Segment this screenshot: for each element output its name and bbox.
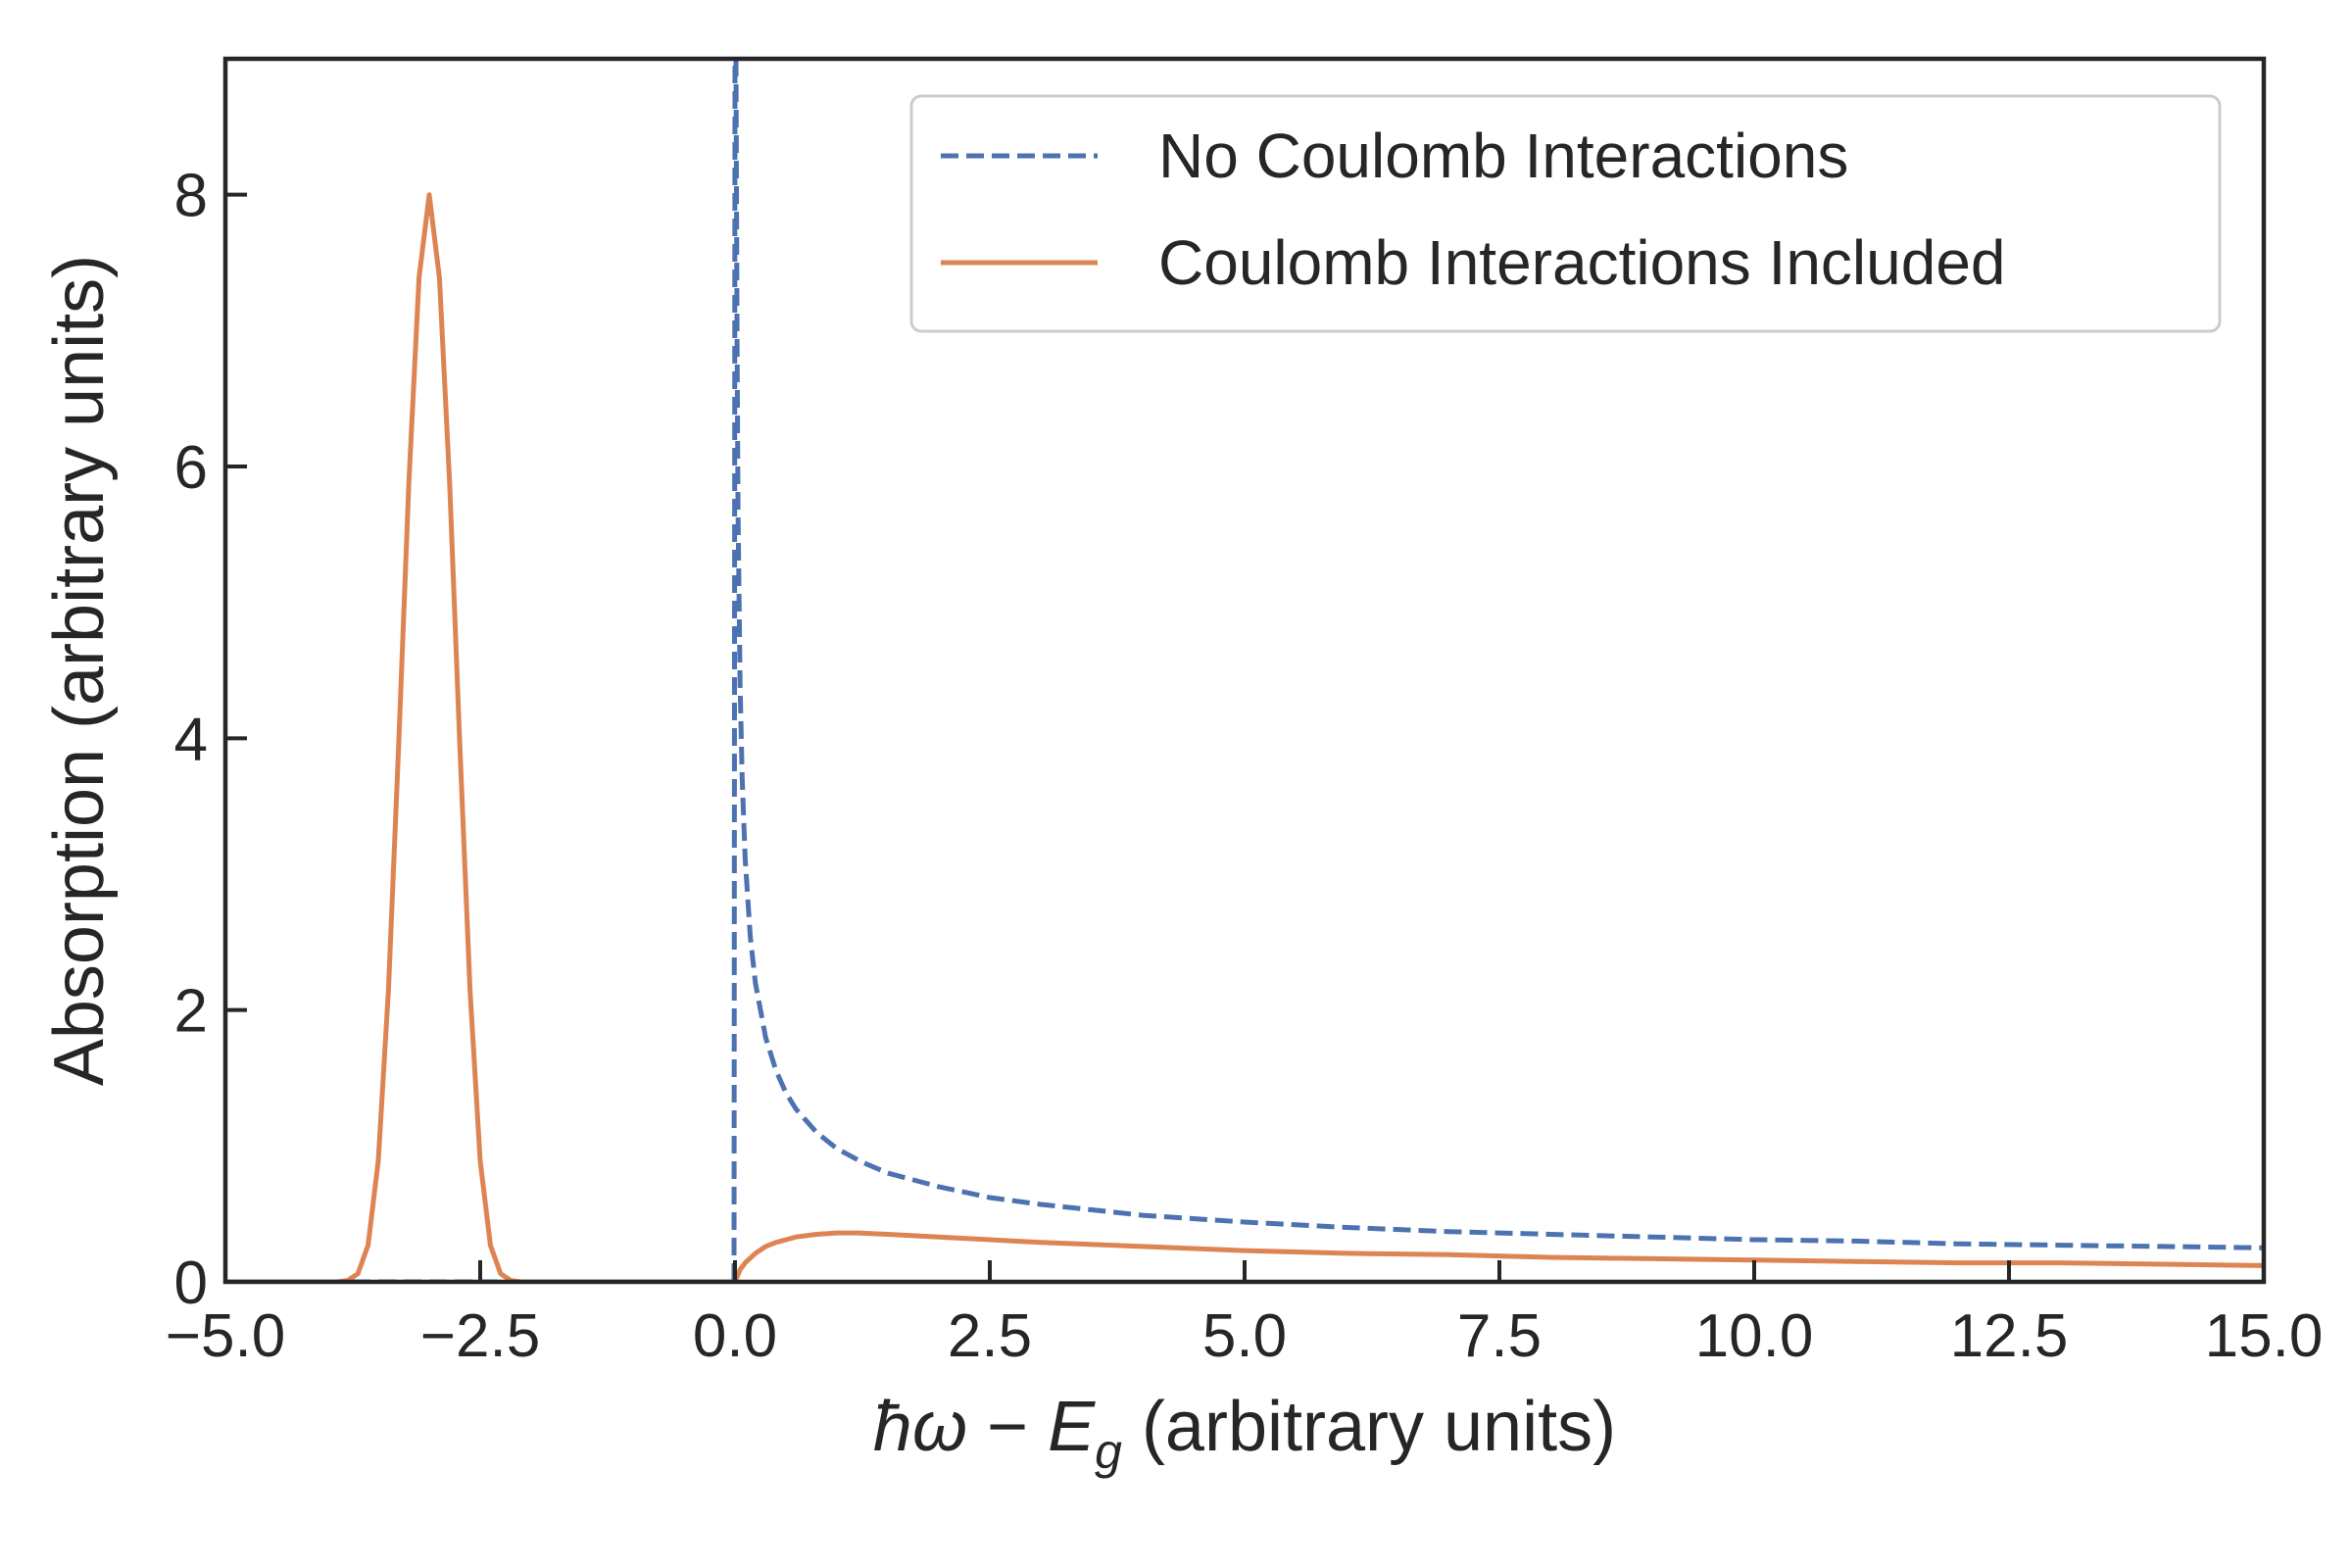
x-tick-label: 0.0	[693, 1302, 777, 1370]
legend: No Coulomb Interactions Coulomb Interact…	[909, 94, 2222, 333]
y-tick-label: 0	[174, 1250, 208, 1317]
series-line-no-coulomb	[225, 59, 2264, 1282]
x-axis-ticks: −5.0 −2.5 0.0 2.5 5.0 7.5 10.0 12.5 15.0	[166, 1260, 2324, 1370]
x-tick-label: 5.0	[1202, 1302, 1287, 1370]
x-tick-label: 10.0	[1695, 1302, 1814, 1370]
x-tick-label: 15.0	[2205, 1302, 2324, 1370]
y-tick-label: 8	[174, 163, 208, 230]
legend-label-no-coulomb: No Coulomb Interactions	[1158, 121, 1848, 191]
y-axis-ticks: 0 2 4 6 8	[174, 163, 247, 1317]
y-tick-label: 6	[174, 434, 208, 502]
x-tick-label: 7.5	[1457, 1302, 1542, 1370]
x-tick-label: 12.5	[1950, 1302, 2069, 1370]
x-tick-label: 2.5	[948, 1302, 1032, 1370]
series-layer	[225, 59, 2264, 1282]
series-line-coulomb-included	[225, 192, 2264, 1282]
y-axis-title: Absorption (arbitrary units)	[40, 255, 119, 1086]
x-tick-label: −5.0	[166, 1302, 285, 1370]
x-axis-title: ħω − Eg (arbitrary units)	[873, 1388, 1616, 1479]
legend-box	[909, 94, 2222, 333]
legend-label-coulomb-included: Coulomb Interactions Included	[1158, 227, 2006, 298]
y-tick-label: 4	[174, 706, 208, 773]
y-tick-label: 2	[174, 978, 208, 1046]
x-tick-label: −2.5	[420, 1302, 540, 1370]
